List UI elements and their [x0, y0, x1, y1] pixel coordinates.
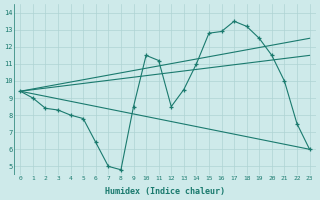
X-axis label: Humidex (Indice chaleur): Humidex (Indice chaleur)	[105, 187, 225, 196]
